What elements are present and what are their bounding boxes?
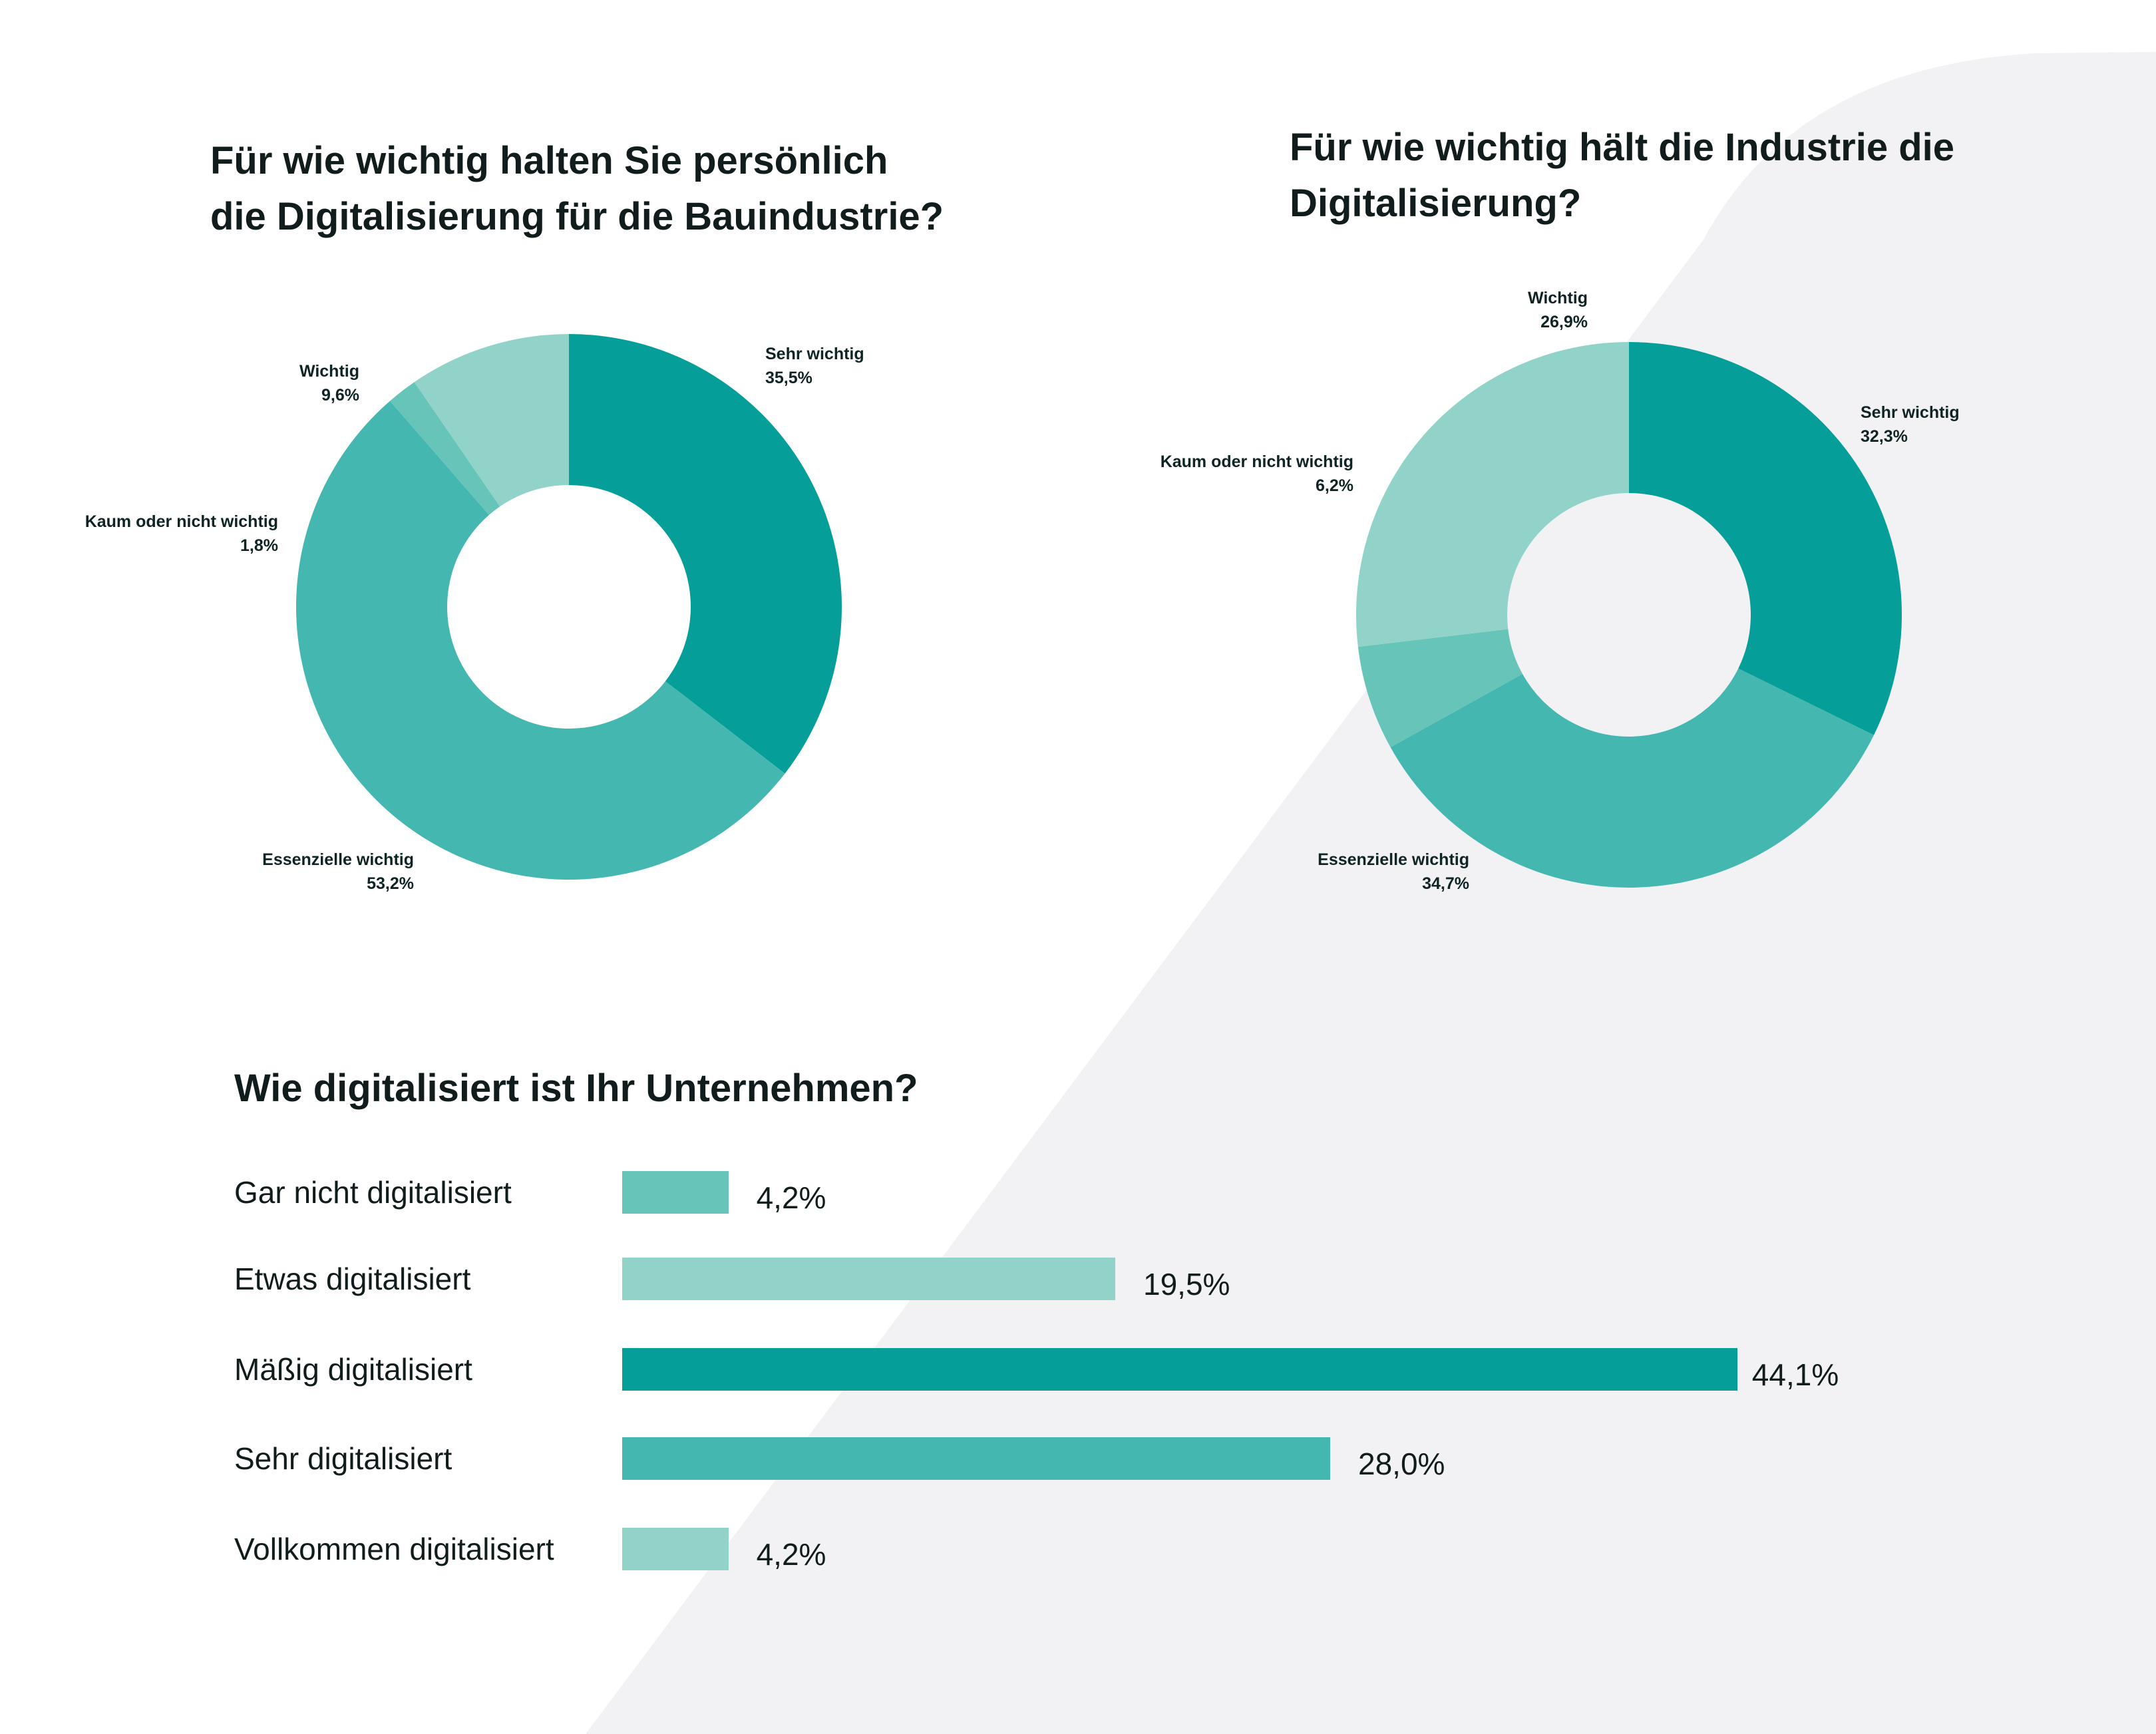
bar-vollkommen-digitalisiert bbox=[622, 1528, 729, 1570]
bar-value-sehr-digitalisiert: 28,0% bbox=[1358, 1447, 1445, 1481]
donut-1-label-sehr-wichtig: Sehr wichtig bbox=[765, 345, 864, 363]
bar-value-etwas-digitalisiert: 19,5% bbox=[1143, 1267, 1230, 1301]
bar-value-gar-nicht-digitalisiert: 4,2% bbox=[756, 1180, 826, 1215]
bar-label-etwas-digitalisiert: Etwas digitalisiert bbox=[234, 1262, 471, 1296]
donut-1-slice-sehr-wichtig bbox=[569, 334, 842, 774]
donut-2-label-wichtig: Wichtig bbox=[1528, 289, 1588, 307]
donut-2-label-kaum-oder-nicht-wichtig: Kaum oder nicht wichtig bbox=[1161, 452, 1353, 471]
bar-m-ig-digitalisiert bbox=[622, 1348, 1737, 1391]
donut-2-value-essenzielle-wichtig: 34,7% bbox=[1422, 874, 1469, 893]
donut-1-slice-essenzielle-wichtig bbox=[296, 401, 785, 880]
donut-1-label-essenzielle-wichtig: Essenzielle wichtig bbox=[262, 850, 414, 869]
donut-2-slice-kaum-oder-nicht-wichtig bbox=[1357, 629, 1523, 748]
donut-2-slice-sehr-wichtig bbox=[1629, 342, 1902, 735]
donut-1-title-line-2: die Digitalisierung für die Bauindustrie… bbox=[210, 195, 944, 238]
bar-value-m-ig-digitalisiert: 44,1% bbox=[1751, 1357, 1839, 1392]
donut-2-title-line-1: Für wie wichtig hält die Industrie die bbox=[1290, 126, 1954, 169]
donut-1-title: Für wie wichtig halten Sie persönlich di… bbox=[210, 133, 944, 245]
bar-chart-title: Wie digitalisiert ist Ihr Unternehmen? bbox=[234, 1067, 918, 1110]
donut-2-title: Für wie wichtig hält die Industrie die D… bbox=[1290, 120, 1954, 232]
donut-1-value-essenzielle-wichtig: 53,2% bbox=[367, 874, 414, 893]
bar-row: Gar nicht digitalisiert 4,2% bbox=[0, 1166, 2156, 1219]
donut-1-label-kaum-oder-nicht-wichtig: Kaum oder nicht wichtig bbox=[85, 512, 278, 531]
donut-chart-1: Sehr wichtig 35,5% Essenzielle wichtig 53,2… bbox=[85, 334, 864, 893]
bar-label-gar-nicht-digitalisiert: Gar nicht digitalisiert bbox=[234, 1175, 512, 1210]
bar-label-sehr-digitalisiert: Sehr digitalisiert bbox=[234, 1441, 452, 1476]
donut-2-title-line-2: Digitalisierung? bbox=[1290, 182, 1582, 225]
bar-row: Mäßig digitalisiert 44,1% bbox=[0, 1343, 2156, 1396]
donut-1-value-kaum-oder-nicht-wichtig: 1,8% bbox=[240, 536, 278, 555]
donut-2-label-sehr-wichtig: Sehr wichtig bbox=[1861, 403, 1960, 422]
donut-chart-2: Sehr wichtig 32,3% Essenzielle wichtig 34,7… bbox=[1161, 289, 1960, 893]
donut-2-slice-wichtig bbox=[1356, 342, 1629, 647]
donut-2-value-kaum-oder-nicht-wichtig: 6,2% bbox=[1316, 476, 1353, 495]
donut-2-label-essenzielle-wichtig: Essenzielle wichtig bbox=[1318, 850, 1469, 869]
donut-1-slice-wichtig bbox=[414, 334, 569, 507]
donut-1-title-line-1: Für wie wichtig halten Sie persönlich bbox=[210, 139, 888, 182]
donut-2-slice-essenzielle-wichtig bbox=[1390, 668, 1874, 888]
bar-sehr-digitalisiert bbox=[622, 1437, 1330, 1480]
donut-2-value-sehr-wichtig: 32,3% bbox=[1861, 427, 1908, 446]
donut-1-value-sehr-wichtig: 35,5% bbox=[765, 369, 812, 387]
bar-gar-nicht-digitalisiert bbox=[622, 1171, 729, 1214]
bar-etwas-digitalisiert bbox=[622, 1258, 1115, 1300]
bar-row: Etwas digitalisiert 19,5% bbox=[0, 1252, 2156, 1305]
donut-2-value-wichtig: 26,9% bbox=[1540, 313, 1588, 331]
bar-row: Vollkommen digitalisiert 4,2% bbox=[0, 1522, 2156, 1576]
donut-1-slice-kaum-oder-nicht-wichtig bbox=[390, 382, 500, 515]
donut-1-label-wichtig: Wichtig bbox=[299, 362, 359, 381]
bar-label-vollkommen-digitalisiert: Vollkommen digitalisiert bbox=[234, 1532, 554, 1566]
donut-1-value-wichtig: 9,6% bbox=[321, 386, 359, 405]
bar-value-vollkommen-digitalisiert: 4,2% bbox=[756, 1537, 826, 1572]
bar-label-m-ig-digitalisiert: Mäßig digitalisiert bbox=[234, 1352, 472, 1387]
bar-row: Sehr digitalisiert 28,0% bbox=[0, 1432, 2156, 1485]
